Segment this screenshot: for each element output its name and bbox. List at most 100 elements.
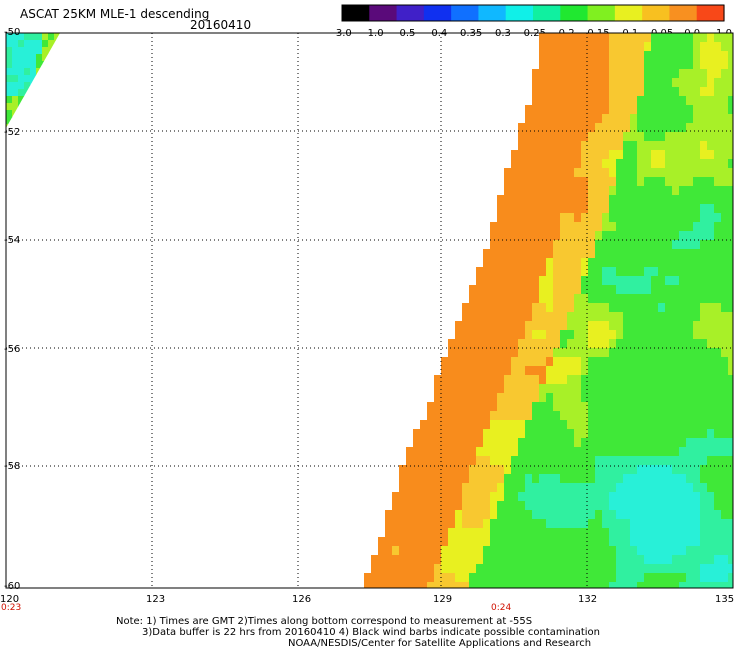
wind-cell: [469, 573, 477, 583]
wind-cell: [700, 69, 708, 79]
wind-cell: [553, 42, 561, 52]
wind-cell: [434, 114, 442, 124]
wind-cell: [728, 573, 733, 583]
wind-cell: [420, 42, 428, 52]
wind-cell: [637, 375, 645, 385]
wind-cell: [679, 222, 687, 232]
wind-cell: [60, 82, 66, 89]
wind-cell: [574, 492, 582, 502]
wind-cell: [455, 222, 463, 232]
wind-cell: [469, 168, 477, 178]
wind-cell: [42, 47, 49, 55]
wind-cell: [385, 267, 393, 277]
wind-cell: [518, 267, 526, 277]
wind-cell: [490, 537, 498, 547]
wind-cell: [399, 231, 407, 241]
wind-cell: [560, 105, 568, 115]
wind-cell: [616, 546, 624, 556]
wind-cell: [539, 267, 547, 277]
wind-cell: [623, 555, 631, 565]
wind-cell: [539, 51, 547, 61]
wind-cell: [679, 375, 687, 385]
wind-cell: [462, 231, 470, 241]
wind-cell: [700, 60, 708, 70]
wind-cell: [497, 582, 505, 588]
colorbar-swatch: [505, 5, 534, 21]
wind-cell: [721, 141, 729, 151]
wind-cell: [364, 87, 365, 97]
wind-cell: [651, 384, 659, 394]
wind-cell: [364, 366, 372, 376]
wind-cell: [448, 105, 456, 115]
wind-cell: [630, 303, 638, 313]
wind-cell: [602, 321, 610, 331]
wind-cell: [616, 393, 624, 403]
wind-cell: [679, 195, 687, 205]
wind-cell: [700, 483, 708, 493]
wind-cell: [350, 258, 357, 267]
wind-cell: [392, 159, 400, 169]
wind-cell: [532, 357, 540, 367]
wind-cell: [427, 285, 435, 295]
wind-cell: [700, 582, 708, 588]
wind-cell: [574, 159, 582, 169]
wind-cell: [651, 447, 659, 457]
wind-cell: [672, 222, 680, 232]
wind-cell: [420, 285, 428, 295]
wind-cell: [420, 366, 428, 376]
wind-cell: [511, 231, 519, 241]
wind-cell: [518, 519, 526, 529]
wind-cell: [553, 465, 561, 475]
wind-cell: [553, 411, 561, 421]
wind-cell: [483, 447, 491, 457]
wind-cell: [455, 240, 463, 250]
wind-cell: [518, 105, 526, 115]
wind-cell: [721, 465, 729, 475]
wind-cell: [721, 204, 729, 214]
wind-cell: [539, 168, 547, 178]
wind-cell: [54, 124, 60, 128]
wind-cell: [721, 366, 729, 376]
wind-cell: [602, 384, 610, 394]
wind-cell: [413, 555, 421, 565]
wind-cell: [532, 393, 540, 403]
wind-cell: [413, 285, 421, 295]
wind-cell: [532, 33, 540, 43]
wind-cell: [602, 546, 610, 556]
wind-cell: [350, 132, 357, 141]
wind-cell: [448, 195, 456, 205]
wind-cell: [518, 429, 526, 439]
wind-cell: [434, 375, 442, 385]
wind-cell: [469, 447, 477, 457]
wind-cell: [476, 213, 484, 223]
wind-cell: [707, 177, 715, 187]
wind-cell: [462, 573, 470, 583]
wind-cell: [658, 402, 666, 412]
wind-cell: [406, 69, 414, 79]
wind-cell: [672, 456, 680, 466]
wind-cell: [364, 69, 372, 79]
wind-cell: [609, 465, 617, 475]
wind-cell: [469, 582, 477, 588]
wind-cell: [560, 294, 568, 304]
wind-cell: [637, 159, 645, 169]
wind-cell: [574, 240, 582, 250]
wind-cell: [623, 564, 631, 574]
wind-cell: [441, 492, 449, 502]
wind-cell: [24, 96, 31, 104]
wind-cell: [490, 546, 498, 556]
wind-cell: [588, 267, 596, 277]
wind-cell: [707, 105, 715, 115]
wind-cell: [630, 159, 638, 169]
wind-cell: [728, 546, 733, 556]
wind-cell: [378, 411, 386, 421]
wind-cell: [434, 492, 442, 502]
wind-cell: [371, 177, 379, 187]
wind-cell: [658, 573, 666, 583]
wind-cell: [441, 582, 449, 588]
wind-cell: [693, 321, 701, 331]
wind-cell: [378, 420, 386, 430]
wind-cell: [364, 267, 372, 277]
wind-cell: [455, 582, 463, 588]
